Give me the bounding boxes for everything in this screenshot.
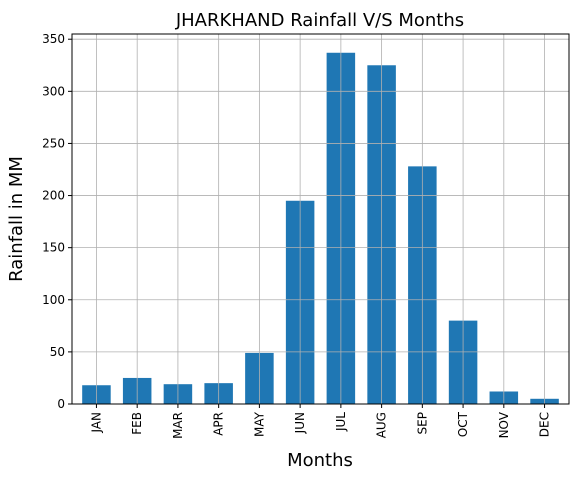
- y-tick-label: 150: [42, 241, 65, 255]
- y-tick-label: 300: [42, 84, 65, 98]
- chart-title: JHARKHAND Rainfall V/S Months: [175, 10, 464, 31]
- x-tick-label: NOV: [497, 411, 511, 438]
- y-tick-label: 100: [42, 293, 65, 307]
- x-tick-label: JUL: [334, 412, 348, 432]
- x-axis-ticks: JAN FEB MAR APR MAY JUN JUL AUG SEP OCT NOV DEC: [89, 404, 552, 439]
- x-tick-label: JAN: [89, 412, 103, 434]
- y-tick-label: 200: [42, 189, 65, 203]
- y-tick-label: 50: [50, 345, 65, 359]
- x-tick-label: MAY: [252, 411, 266, 437]
- x-tick-label: MAR: [171, 412, 185, 439]
- y-axis-ticks: 0 50 100 150 200 250 300 350: [42, 32, 72, 411]
- y-tick-label: 0: [57, 397, 65, 411]
- x-tick-label: APR: [212, 412, 226, 436]
- y-axis-label: Rainfall in MM: [6, 156, 27, 282]
- plot-frame: [71, 33, 570, 405]
- x-tick-label: SEP: [415, 412, 429, 434]
- x-tick-label: JUN: [293, 412, 307, 434]
- y-tick-label: 250: [42, 136, 65, 150]
- grid-lines: [72, 34, 569, 405]
- x-tick-label: DEC: [538, 412, 552, 437]
- x-tick-label: OCT: [456, 411, 470, 437]
- y-tick-label: 350: [42, 32, 65, 46]
- x-tick-label: AUG: [375, 412, 389, 438]
- x-axis-label: Months: [287, 450, 353, 471]
- x-tick-label: FEB: [130, 412, 144, 435]
- bars: [82, 52, 559, 405]
